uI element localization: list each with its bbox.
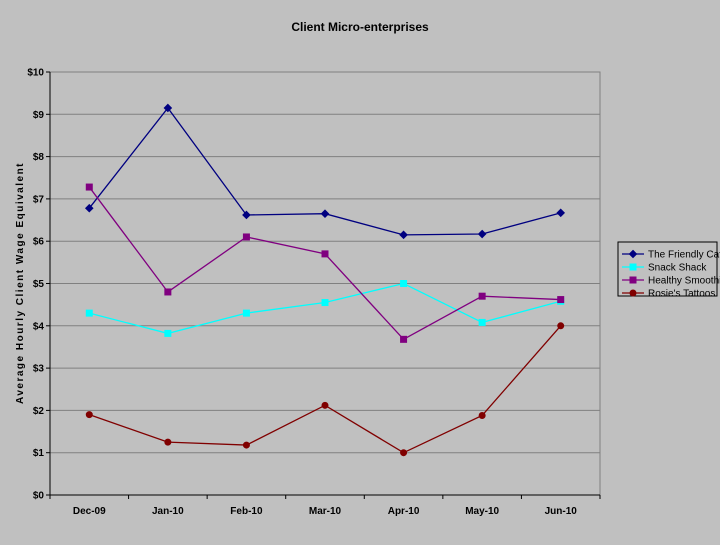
x-tick-label: Apr-10 [388,506,420,517]
legend-marker [629,276,637,284]
y-tick-label: $5 [33,279,45,290]
data-point [85,411,93,419]
x-tick-label: Dec-09 [73,506,106,517]
y-tick-label: $2 [33,406,45,417]
data-point [400,280,408,287]
x-tick-label: Jan-10 [152,506,184,517]
y-tick-label: $4 [33,321,45,332]
data-point [321,299,329,307]
data-point [242,233,250,241]
data-point [242,210,251,220]
chart-title: Client Micro-enterprises [291,20,429,34]
legend-marker [629,289,637,297]
data-point [557,296,565,304]
data-point [164,288,172,296]
data-point [400,449,408,457]
data-point [163,103,173,113]
data-point [85,183,93,191]
data-point [321,250,329,258]
data-point [478,318,486,326]
x-tick-label: Mar-10 [309,506,342,517]
legend: The Friendly Café Snack Shack Healthy Smoo… [617,241,720,300]
data-point [556,208,566,218]
data-point [557,322,565,330]
legend-label: Healthy Smoothies [648,276,720,287]
y-tick-label: $10 [27,68,44,79]
y-tick-label: $9 [33,110,45,121]
x-tick-label: Jun-10 [545,506,578,517]
x-tick-label: May-10 [465,506,499,517]
data-point [242,441,250,449]
legend-label: Snack Shack [648,263,707,274]
legend-label: The Friendly Café [648,250,720,261]
y-tick-label: $3 [33,364,45,375]
data-point [478,411,486,419]
data-point [321,401,329,409]
data-point [164,329,172,337]
legend-marker [628,249,638,259]
data-point [164,438,172,446]
data-point [85,309,93,317]
data-point [399,230,408,240]
y-tick-label: $0 [33,491,45,502]
y-axis-label: Average Hourly Client Wage Equivalent [15,162,26,404]
legend-label: Rosie's Tattoos [648,289,715,300]
data-point [84,203,94,213]
legend-marker [629,263,637,271]
data-point [400,335,408,343]
data-point [320,209,330,219]
y-tick-label: $8 [33,152,45,163]
y-tick-label: $7 [33,194,45,205]
data-point [478,292,486,300]
data-point [477,229,487,239]
y-tick-label: $1 [33,448,45,459]
x-tick-label: Feb-10 [230,506,263,517]
y-tick-label: $6 [33,237,45,248]
data-point [242,309,250,317]
